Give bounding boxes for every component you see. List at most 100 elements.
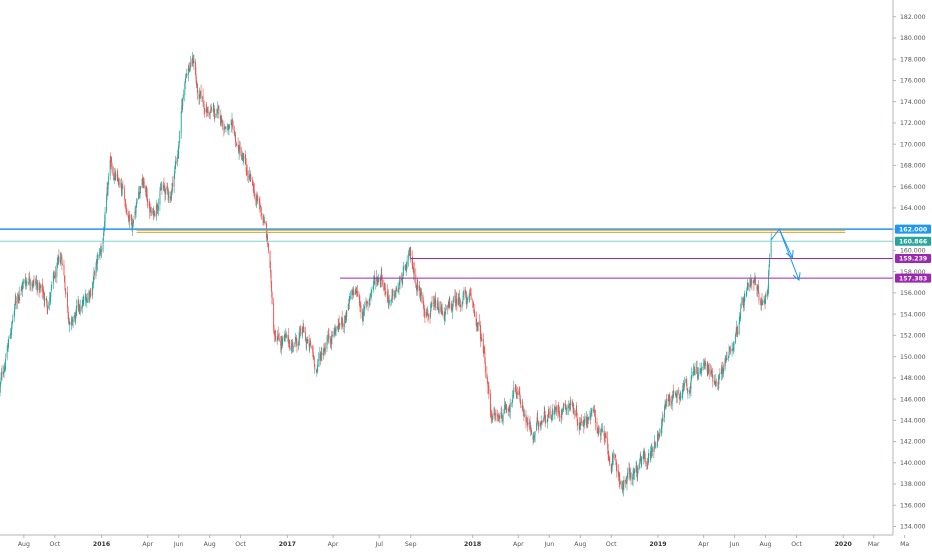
time-tick-label: Aug <box>574 541 586 548</box>
candle-body <box>275 336 276 341</box>
price-tick-label: 144.000 <box>900 418 926 425</box>
candle-body <box>66 293 67 294</box>
candle-body <box>186 74 187 76</box>
candle-body <box>545 421 546 422</box>
candle-body <box>90 295 91 296</box>
candle-body <box>124 188 125 199</box>
candle-body <box>201 91 202 97</box>
candle-body <box>140 187 141 188</box>
candle-body <box>718 380 719 384</box>
candle-body <box>686 384 687 389</box>
candle-body <box>684 382 685 387</box>
candle-body <box>712 375 713 382</box>
candle-body <box>265 222 266 224</box>
candle-body <box>133 220 134 223</box>
candle-body <box>492 416 493 420</box>
candle-body <box>87 299 88 303</box>
candle-body <box>364 306 365 309</box>
time-tick-label: Jul <box>374 541 383 548</box>
candle-body <box>456 299 457 305</box>
candle-body <box>346 311 347 317</box>
candle-body <box>455 296 456 303</box>
candle-body <box>247 170 248 175</box>
candle-body <box>716 382 717 383</box>
candle-body <box>678 390 679 393</box>
candle-body <box>421 291 422 296</box>
candle-body <box>327 340 328 341</box>
candle-body <box>550 411 551 415</box>
candle-body <box>679 394 680 396</box>
candle-body <box>98 255 99 259</box>
candle-body <box>325 349 326 350</box>
candle-body <box>645 458 646 464</box>
price-tick-label: 164.000 <box>900 205 926 212</box>
candle-body <box>137 199 138 203</box>
candle-body <box>485 362 486 372</box>
price-level-badge-label: 160.866 <box>899 238 927 245</box>
candle-body <box>695 369 696 375</box>
candle-body <box>19 292 20 296</box>
candle-body <box>503 413 504 422</box>
candle-body <box>181 111 182 132</box>
candle-body <box>744 297 745 301</box>
candle-body <box>453 298 454 303</box>
projection-arrow <box>779 229 798 279</box>
candle-body <box>286 334 287 338</box>
candle-body <box>414 269 415 275</box>
candle-body <box>7 352 8 359</box>
candle-body <box>430 311 431 317</box>
candle-body <box>218 106 219 115</box>
candle-body <box>68 314 69 321</box>
candle-body <box>282 337 283 341</box>
candle-body <box>130 215 131 216</box>
candle-body <box>723 368 724 374</box>
candle-body <box>151 211 152 213</box>
candle-body <box>531 430 532 434</box>
time-tick-label: Ma <box>900 541 909 548</box>
candle-body <box>158 206 159 210</box>
candle-body <box>487 377 488 382</box>
candle-body <box>528 423 529 425</box>
candle-body <box>343 324 344 326</box>
candle-body <box>162 188 163 189</box>
candle-body <box>292 344 293 346</box>
candle-body <box>631 473 632 478</box>
price-tick-label: 172.000 <box>900 120 926 127</box>
candle-body <box>136 208 137 212</box>
candle-body <box>705 364 706 365</box>
candle-body <box>271 283 272 292</box>
candle-body <box>64 265 65 275</box>
candle-body <box>467 298 468 300</box>
time-tick-label: 2018 <box>464 541 481 548</box>
candle-body <box>117 175 118 179</box>
candle-body <box>104 232 105 233</box>
candle-body <box>520 405 521 408</box>
candle-body <box>34 280 35 281</box>
candle-body <box>470 295 471 296</box>
candle-body <box>748 283 749 287</box>
candle-body <box>267 235 268 241</box>
candle-body <box>5 359 6 369</box>
candle-body <box>23 281 24 284</box>
candle-body <box>428 315 429 318</box>
candle-body <box>606 436 607 439</box>
candle-body <box>37 283 38 290</box>
candle-body <box>549 412 550 413</box>
candle-body <box>61 258 62 264</box>
candle-body <box>648 455 649 456</box>
candle-body <box>581 418 582 423</box>
candle-body <box>729 352 730 356</box>
candle-body <box>101 251 102 252</box>
candle-body <box>321 353 322 355</box>
candle-body <box>361 306 362 312</box>
candle-body <box>389 300 390 302</box>
candle-body <box>83 301 84 302</box>
candles-layer <box>0 52 772 497</box>
candle-body <box>560 416 561 418</box>
candle-body <box>478 322 479 324</box>
candle-body <box>506 407 507 410</box>
price-axis[interactable]: 134.000136.000138.000140.000142.000144.0… <box>893 0 931 535</box>
price-level-badge-label: 157.383 <box>899 275 927 282</box>
price-tick-label: 156.000 <box>900 290 926 297</box>
